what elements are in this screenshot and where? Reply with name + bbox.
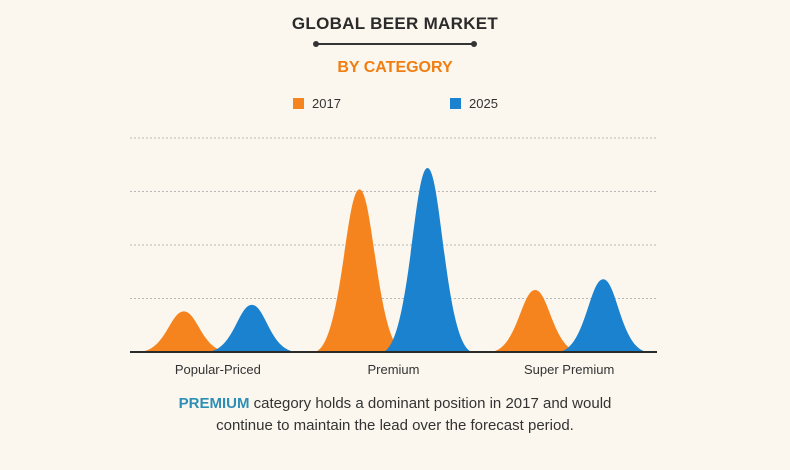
peak-2017-popular-priced	[137, 311, 230, 352]
x-tick-label-premium: Premium	[367, 362, 419, 377]
legend-label-2017: 2017	[312, 96, 341, 111]
peak-2017-super-premium	[489, 289, 582, 352]
legend-item-2017: 2017	[293, 96, 341, 111]
legend-swatch-2017	[293, 98, 304, 109]
chart-subtitle: BY CATEGORY	[337, 59, 453, 76]
peak-2017-premium	[313, 189, 406, 352]
legend-label-2025: 2025	[469, 96, 498, 111]
chart-caption: PREMIUM category holds a dominant positi…	[0, 393, 790, 437]
legend-swatch-2025	[450, 98, 461, 109]
x-tick-label-popular-priced: Popular-Priced	[175, 362, 261, 377]
legend-item-2025: 2025	[450, 96, 498, 111]
peak-2025-super-premium	[557, 279, 650, 352]
x-tick-label-super-premium: Super Premium	[524, 362, 614, 377]
caption-line2: continue to maintain the lead over the f…	[216, 417, 574, 434]
peak-2025-popular-priced	[205, 304, 298, 352]
caption-line1: category holds a dominant position in 20…	[249, 395, 612, 412]
peak-2025-premium	[381, 167, 474, 352]
caption-highlight: PREMIUM	[178, 395, 250, 412]
title-underline	[313, 41, 477, 47]
chart-title: GLOBAL BEER MARKET	[291, 14, 499, 33]
